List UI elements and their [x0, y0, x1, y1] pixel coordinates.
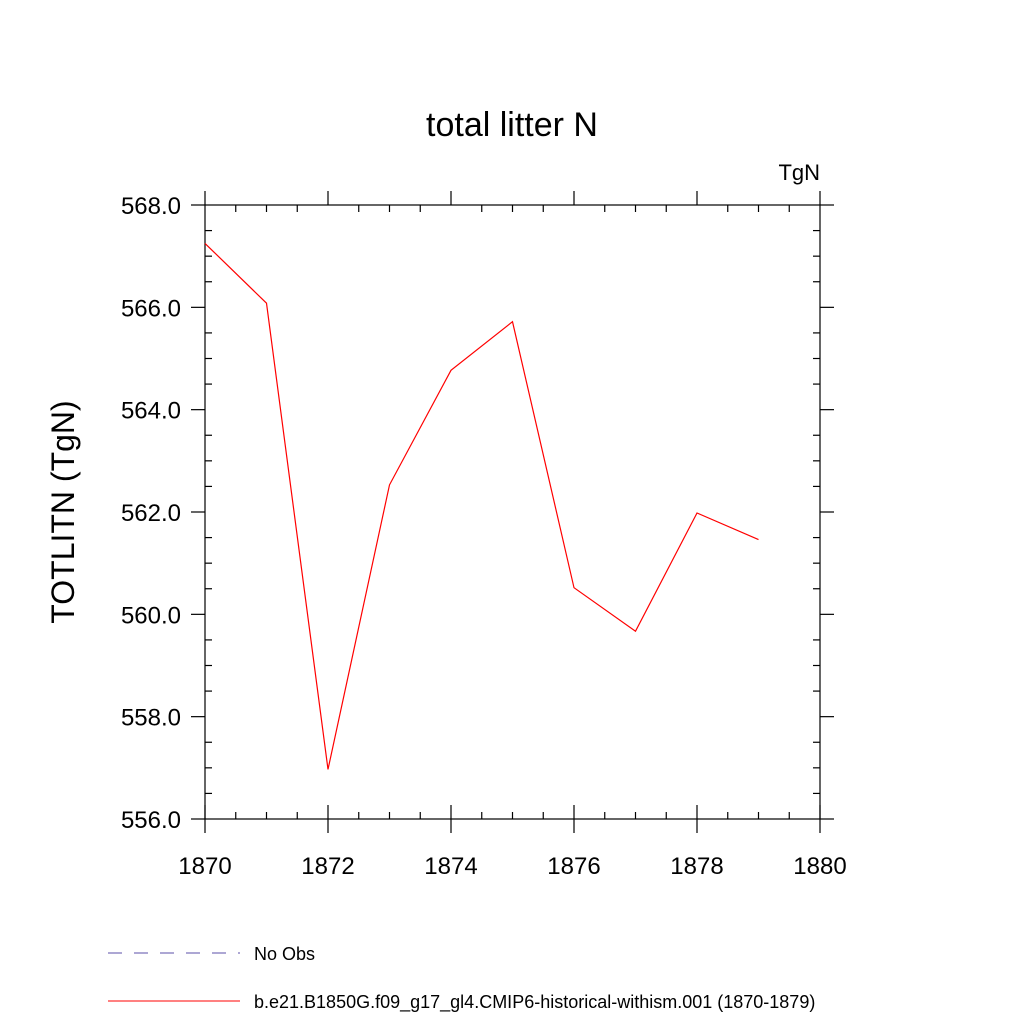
y-tick-label: 564.0 — [121, 398, 181, 425]
legend: No Obs b.e21.B1850G.f09_g17_gl4.CMIP6-hi… — [108, 944, 815, 1013]
y-tick-label: 568.0 — [121, 193, 181, 220]
y-tick-label: 558.0 — [121, 705, 181, 732]
y-tick-label: 562.0 — [121, 500, 181, 527]
x-tick-label: 1878 — [670, 853, 723, 880]
x-tick-label: 1880 — [793, 853, 846, 880]
series-layer — [204, 242, 759, 770]
x-tick-label: 1870 — [178, 853, 231, 880]
y-tick-label: 566.0 — [121, 295, 181, 322]
chart-title: total litter N — [426, 106, 598, 144]
plot-frame — [204, 204, 821, 820]
axis-ticks: 1870 1872 1874 1876 1878 1880 556.0 558.0 560.0 5… — [121, 191, 847, 880]
legend-label-no-obs: No Obs — [254, 944, 315, 964]
legend-label-model: b.e21.B1850G.f09_g17_gl4.CMIP6-historica… — [254, 992, 815, 1013]
x-tick-label: 1876 — [547, 853, 600, 880]
y-axis-label: TOTLITN (TgN) — [45, 400, 81, 623]
units-label: TgN — [778, 160, 820, 185]
x-tick-label: 1872 — [301, 853, 354, 880]
y-tick-label: 556.0 — [121, 807, 181, 834]
series-line — [204, 242, 759, 770]
x-tick-label: 1874 — [424, 853, 477, 880]
y-tick-label: 560.0 — [121, 602, 181, 629]
